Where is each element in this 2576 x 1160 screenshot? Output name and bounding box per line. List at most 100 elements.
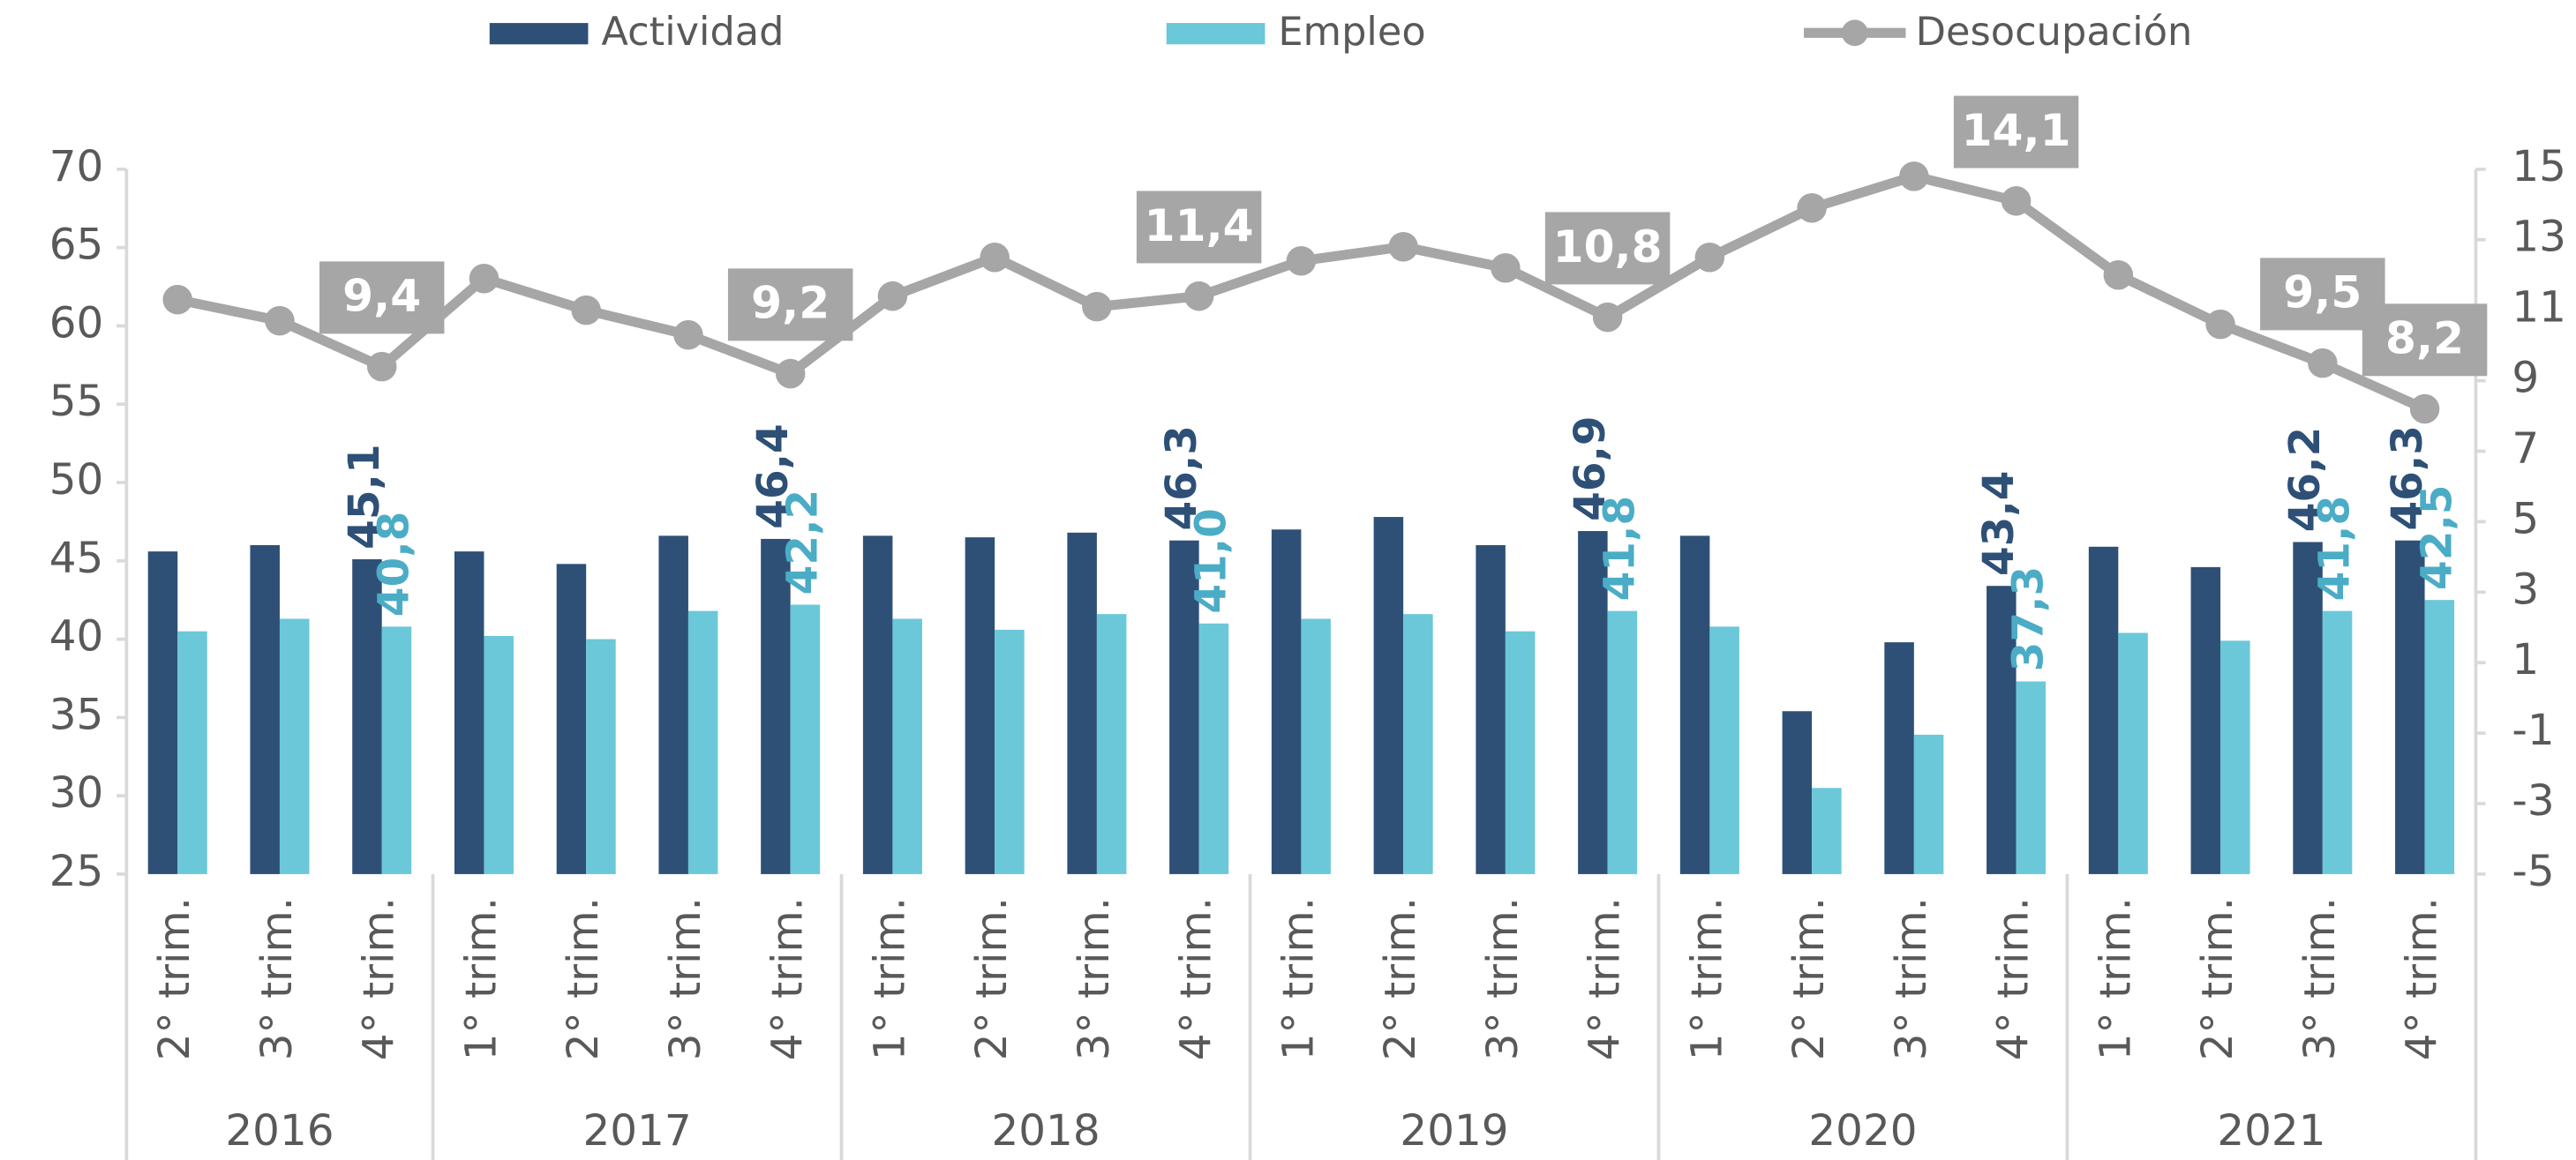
data-label: 41,8: [2310, 496, 2360, 601]
bar: [1812, 788, 1842, 874]
x-tick-label: 2° trim.: [150, 897, 199, 1060]
bar: [279, 618, 310, 874]
y-tick-label: 70: [49, 142, 104, 191]
bar: [454, 551, 484, 874]
line-marker: [1797, 193, 1827, 223]
line-marker: [2103, 259, 2134, 290]
bar: [250, 545, 280, 874]
y2-tick-label: 3: [2512, 565, 2539, 614]
y-tick-label: 35: [49, 690, 104, 739]
line-marker: [2205, 309, 2235, 340]
x-tick-label: 3° trim.: [252, 897, 302, 1060]
bar: [381, 626, 412, 874]
bar: [995, 629, 1025, 874]
bar: [687, 610, 718, 874]
data-label: 41,8: [1595, 496, 1644, 601]
line-marker: [1286, 245, 1317, 276]
data-label: 8,2: [2385, 312, 2464, 364]
x-tick-label: 3° trim.: [1887, 897, 1936, 1060]
bar: [1913, 734, 1944, 874]
bar: [2088, 546, 2119, 874]
x-tick-label: 3° trim.: [661, 897, 710, 1060]
group-label: 2018: [991, 1106, 1100, 1156]
bar: [1096, 614, 1127, 874]
y2-tick-label: 5: [2512, 494, 2539, 543]
line-marker: [1592, 302, 1623, 333]
bar: [2118, 632, 2148, 874]
data-label: 9,5: [2283, 266, 2362, 318]
x-tick-label: 4° trim.: [1172, 897, 1221, 1060]
y2-tick-label: 9: [2512, 354, 2539, 403]
x-tick-label: 2° trim.: [2193, 897, 2242, 1060]
data-label-box: [2362, 303, 2488, 377]
bar: [892, 618, 922, 874]
data-label-box: [1136, 191, 1262, 264]
data-label: 9,4: [342, 270, 421, 322]
bar: [556, 564, 587, 874]
bar: [658, 535, 688, 874]
group-label: 2019: [1400, 1106, 1508, 1156]
legend-label: Actividad: [601, 9, 784, 55]
y2-tick-label: -5: [2512, 847, 2554, 896]
bar: [1679, 535, 1710, 874]
data-label: 11,4: [1145, 199, 1254, 251]
group-label: 2021: [2217, 1106, 2325, 1156]
line-marker: [980, 242, 1010, 273]
line-marker: [162, 284, 192, 315]
line-marker: [2308, 348, 2338, 378]
bar: [352, 558, 382, 874]
x-tick-label: 1° trim.: [1682, 897, 1731, 1060]
bar: [1782, 711, 1813, 874]
bar: [1884, 642, 1914, 874]
bar: [1505, 631, 1536, 874]
data-label: 46,3: [1157, 425, 1206, 530]
data-label-box: [1544, 212, 1671, 285]
bar: [1403, 614, 1433, 874]
data-label: 9,2: [751, 277, 830, 329]
x-tick-label: 3° trim.: [1070, 897, 1119, 1060]
line-marker: [2409, 393, 2440, 424]
bar: [2395, 540, 2425, 874]
bar: [1198, 623, 1229, 874]
y-tick-label: 50: [49, 455, 104, 505]
bar: [484, 636, 514, 874]
y-tick-label: 55: [49, 377, 104, 426]
data-label: 42,5: [2412, 485, 2461, 590]
x-tick-label: 2° trim.: [559, 897, 608, 1060]
y2-tick-label: 1: [2512, 635, 2539, 685]
bar: [2220, 640, 2250, 874]
bar: [1067, 532, 1097, 874]
y2-tick-label: 13: [2512, 213, 2566, 262]
line-marker: [366, 351, 397, 382]
bar: [2190, 566, 2221, 874]
data-label: 45,1: [340, 444, 389, 549]
x-tick-label: 2° trim.: [967, 897, 1017, 1060]
legend-label: Desocupación: [1916, 9, 2193, 55]
y-tick-label: 45: [49, 534, 104, 583]
data-label: 10,8: [1553, 221, 1663, 273]
line-marker: [1491, 252, 1521, 283]
y2-tick-label: 15: [2512, 142, 2566, 191]
group-label: 2016: [225, 1106, 334, 1156]
x-tick-label: 3° trim.: [2295, 897, 2345, 1060]
data-label: 41,0: [1186, 508, 1235, 613]
data-label-box: [1953, 95, 2079, 168]
line-marker: [673, 319, 703, 350]
y2-tick-label: -1: [2512, 706, 2554, 755]
line-marker: [1388, 231, 1418, 262]
bar: [1169, 540, 1199, 874]
x-tick-label: 2° trim.: [1784, 897, 1834, 1060]
data-label: 46,9: [1566, 415, 1615, 520]
line-marker: [1694, 242, 1725, 273]
line-marker: [2001, 186, 2032, 216]
x-tick-label: 4° trim.: [1581, 897, 1630, 1060]
bar: [1271, 529, 1302, 874]
bar: [790, 604, 821, 874]
data-label: 46,2: [2280, 427, 2330, 532]
bar: [147, 551, 178, 874]
bar: [1373, 517, 1404, 874]
data-label-box: [319, 261, 445, 334]
bar: [2424, 600, 2455, 874]
bar: [1301, 618, 1331, 874]
